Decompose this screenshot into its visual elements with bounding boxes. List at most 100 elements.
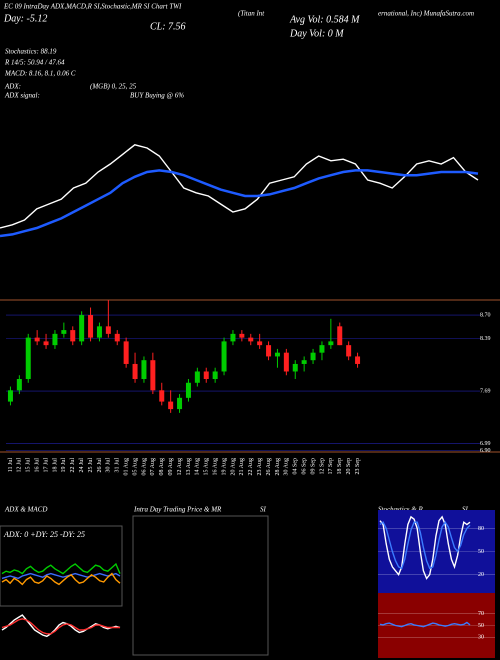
candle-body	[150, 360, 156, 391]
panel-title: ADX & MACD	[4, 506, 47, 514]
candle-body	[283, 352, 289, 372]
x-tick-label: 18 Sep	[337, 458, 343, 475]
candle-body	[203, 371, 209, 380]
x-tick-label: 22 Jul	[70, 458, 76, 473]
x-tick-label: 12 Sep	[319, 458, 325, 475]
x-tick-label: 22 Aug	[248, 458, 254, 476]
candle-body	[168, 401, 174, 410]
candle-body	[70, 330, 76, 342]
y-tick-label: 30	[478, 635, 484, 641]
x-tick-label: 20 Sep	[346, 458, 352, 475]
x-tick-label: 06 Aug	[141, 458, 147, 476]
y-tick-label: 50	[478, 623, 484, 629]
candle-body	[177, 397, 183, 410]
candle-body	[221, 341, 227, 372]
x-tick-label: 21 Aug	[239, 458, 245, 476]
x-tick-label: 30 Aug	[284, 458, 290, 476]
candle-body	[52, 333, 58, 346]
candle-body	[105, 326, 111, 334]
company: ernational, Inc) MunafaSutra.com	[378, 10, 474, 18]
candle-body	[292, 363, 298, 372]
y-tick-label: 50	[478, 549, 484, 555]
x-tick-label: 08 Aug	[159, 458, 165, 476]
stochastics: Stochastics: 88.19	[5, 48, 57, 56]
x-tick-label: 06 Sep	[302, 458, 308, 475]
adx: ADX:	[4, 83, 21, 91]
y-tick-label: 80	[478, 526, 484, 532]
x-tick-label: 30 Jul	[106, 458, 112, 473]
day-volume: Day Vol: 0 M	[289, 28, 344, 39]
x-tick-label: 23 Sep	[355, 458, 361, 475]
panel-frame	[132, 515, 269, 656]
series-line	[379, 515, 471, 580]
candle-body	[346, 345, 352, 357]
candle-body	[7, 390, 13, 402]
y-tick-label: 8.39	[480, 336, 491, 342]
candle-body	[355, 356, 361, 364]
x-tick-label: 05 Aug	[132, 458, 138, 476]
close: CL: 7.56	[150, 21, 186, 32]
candle-body	[43, 341, 49, 346]
x-tick-label: 04 Sep	[293, 458, 299, 475]
series-line	[379, 520, 471, 570]
x-tick-label: 24 Jul	[79, 458, 85, 473]
x-tick-label: 15 Aug	[204, 458, 210, 476]
candle-body	[88, 315, 94, 338]
x-tick-label: 28 Aug	[275, 458, 281, 476]
panel-title: Stochastics & R	[378, 506, 423, 514]
x-tick-label: 16 Aug	[213, 458, 219, 476]
series-line	[0, 169, 479, 238]
x-tick-label: 13 Aug	[186, 458, 192, 476]
day-change: Day: -5.12	[3, 13, 47, 24]
candle-body	[79, 315, 85, 342]
candle-body	[274, 352, 280, 357]
series-line	[0, 144, 479, 229]
x-tick-label: 25 Jul	[88, 458, 94, 473]
candle-body	[239, 333, 245, 338]
y-tick-label: 70	[478, 611, 484, 617]
candle-body	[185, 382, 191, 398]
candle-body	[319, 345, 325, 353]
x-tick-label: 07 Aug	[150, 458, 156, 476]
y-tick-label: 7.69	[480, 388, 491, 394]
x-tick-label: 19 Jul	[61, 458, 67, 473]
panel-title: SI	[462, 506, 469, 514]
x-tick-label: 09 Sep	[310, 458, 316, 475]
adx-signal: ADX signal:	[4, 92, 40, 100]
company: (Titan Int	[238, 10, 265, 18]
macd: MACD: 8.16, 8.1, 0.06 C	[4, 70, 76, 78]
series-line	[1, 572, 121, 586]
candle-body	[159, 390, 165, 402]
candle-body	[34, 337, 40, 342]
candle-body	[61, 330, 67, 334]
x-tick-label: 16 Jul	[35, 458, 41, 473]
adx-values: (MGB) 0, 25, 25	[90, 83, 137, 91]
series-line	[379, 621, 471, 628]
panel-title: Intra Day Trading Price & MR	[133, 506, 222, 514]
candle-body	[310, 352, 316, 361]
series-line	[1, 562, 121, 575]
source: EC 09 IntraDay ADX,MACD,R SI,Stochastic,…	[3, 3, 182, 11]
y-tick-label: 6.99	[480, 441, 491, 447]
series-line	[1, 572, 121, 580]
signal: BUY Buying @ 6%	[130, 92, 184, 100]
candle-body	[230, 333, 236, 342]
candle-body	[114, 333, 120, 342]
candle-body	[212, 371, 218, 380]
x-tick-label: 12 Jul	[17, 458, 23, 473]
x-tick-label: 14 Aug	[195, 458, 201, 476]
y-tick-label: 20	[478, 572, 484, 578]
x-tick-label: 17 Jul	[43, 458, 49, 473]
panel-subtitle: ADX: 0 +DY: 25 -DY: 25	[3, 530, 85, 539]
candle-body	[25, 337, 31, 380]
panel-title: SI	[260, 506, 267, 514]
candle-body	[328, 341, 334, 346]
candle-body	[301, 360, 307, 364]
x-tick-label: 20 Aug	[230, 458, 236, 476]
x-tick-label: 01 Aug	[124, 458, 130, 476]
candle-body	[248, 337, 254, 342]
x-tick-label: 17 Sep	[328, 458, 334, 475]
rsi: R 14/5: 50.94 / 47.64	[4, 59, 65, 67]
candle-body	[257, 341, 263, 346]
